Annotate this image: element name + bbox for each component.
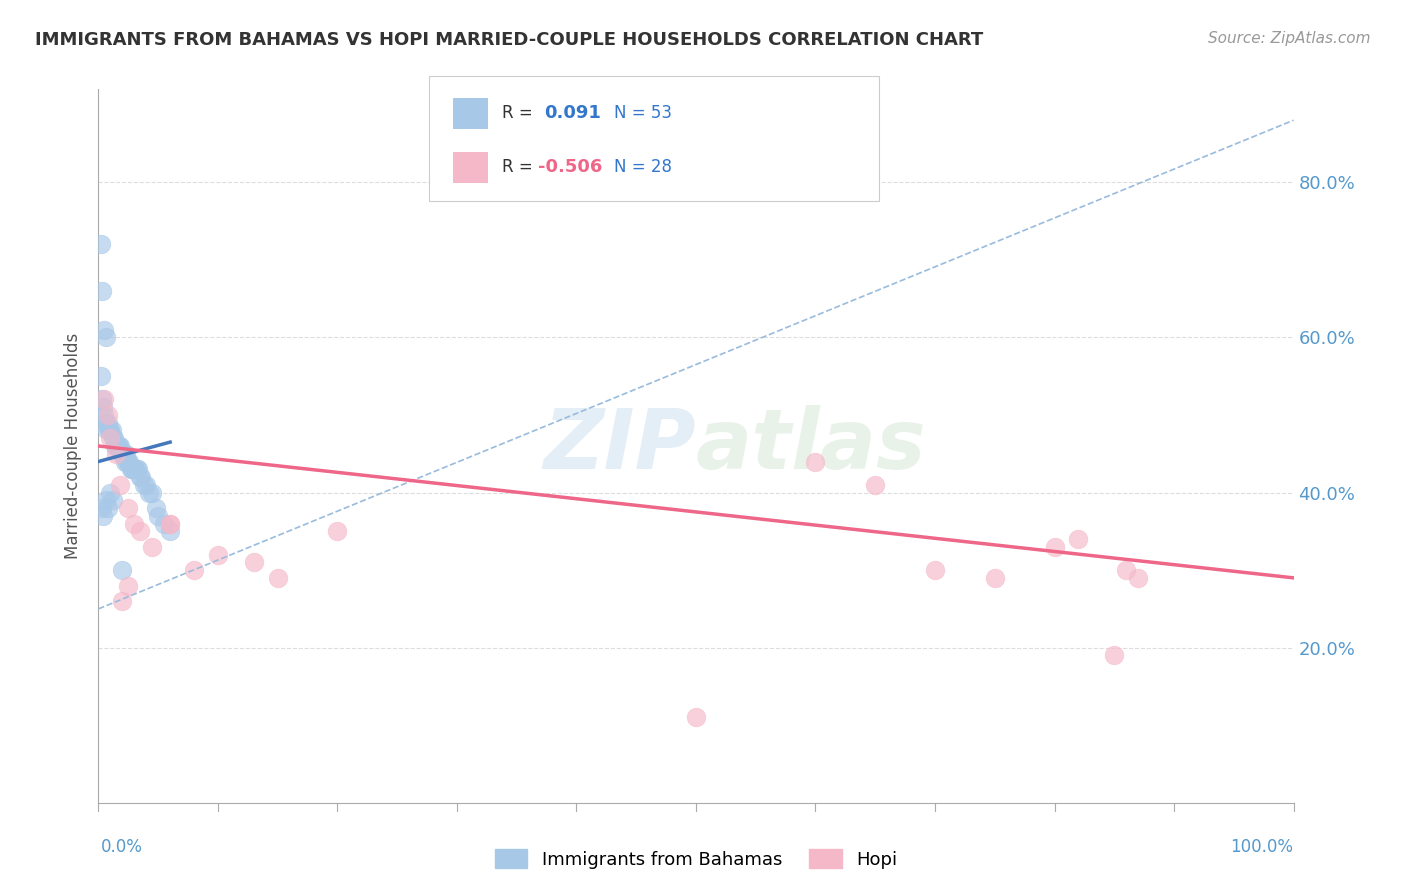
Point	[111, 447, 134, 461]
Point	[1067, 532, 1090, 546]
Point	[110, 447, 132, 461]
Point	[98, 431, 122, 445]
Point	[94, 416, 117, 430]
Text: R =: R =	[502, 158, 533, 177]
Point	[100, 424, 122, 438]
Point	[124, 462, 146, 476]
Point	[122, 462, 145, 476]
Point	[98, 424, 122, 438]
Text: IMMIGRANTS FROM BAHAMAS VS HOPI MARRIED-COUPLE HOUSEHOLDS CORRELATION CHART: IMMIGRANTS FROM BAHAMAS VS HOPI MARRIED-…	[35, 31, 983, 49]
Point	[91, 392, 114, 407]
Point	[105, 439, 128, 453]
Text: N = 28: N = 28	[614, 158, 672, 177]
Point	[111, 594, 134, 608]
Point	[326, 524, 349, 539]
Point	[101, 493, 124, 508]
Text: atlas: atlas	[696, 406, 927, 486]
Point	[103, 431, 125, 445]
Point	[115, 447, 138, 461]
Point	[138, 485, 160, 500]
Point	[114, 454, 136, 468]
Point	[101, 431, 124, 445]
Point	[125, 462, 148, 476]
Text: N = 53: N = 53	[614, 103, 672, 121]
Point	[207, 548, 229, 562]
Point	[129, 470, 152, 484]
Point	[924, 563, 946, 577]
Text: 100.0%: 100.0%	[1230, 838, 1294, 855]
Point	[685, 710, 707, 724]
Point	[124, 462, 146, 476]
Point	[91, 401, 114, 415]
Point	[131, 470, 153, 484]
Point	[107, 439, 129, 453]
Point	[117, 579, 139, 593]
Point	[121, 462, 143, 476]
Text: 0.091: 0.091	[544, 103, 600, 121]
Legend: Immigrants from Bahamas, Hopi: Immigrants from Bahamas, Hopi	[488, 842, 904, 876]
Point	[97, 501, 120, 516]
Point	[117, 501, 139, 516]
Point	[145, 501, 167, 516]
Point	[129, 524, 152, 539]
Point	[91, 284, 114, 298]
Point	[243, 555, 266, 569]
Point	[183, 563, 205, 577]
Point	[108, 439, 131, 453]
Point	[1128, 571, 1150, 585]
Text: -0.506: -0.506	[538, 158, 603, 177]
Point	[135, 477, 157, 491]
Point	[141, 540, 163, 554]
Point	[148, 508, 170, 523]
Point	[91, 508, 114, 523]
Text: 0.0%: 0.0%	[101, 838, 143, 855]
Point	[1043, 540, 1066, 554]
Point	[90, 237, 112, 252]
Text: Source: ZipAtlas.com: Source: ZipAtlas.com	[1208, 31, 1371, 46]
Point	[96, 424, 118, 438]
Point	[104, 439, 127, 453]
Point	[98, 424, 121, 438]
Point	[153, 516, 176, 531]
Point	[141, 485, 163, 500]
Point	[115, 454, 138, 468]
Point	[107, 439, 129, 453]
Point	[93, 392, 115, 407]
Point	[91, 501, 114, 516]
Point	[111, 563, 134, 577]
Point	[804, 454, 827, 468]
Point	[94, 493, 117, 508]
Point	[159, 516, 181, 531]
Point	[984, 571, 1007, 585]
Point	[267, 571, 290, 585]
Point	[94, 330, 117, 344]
Point	[117, 454, 139, 468]
Point	[127, 462, 149, 476]
Point	[865, 477, 887, 491]
Point	[118, 454, 141, 468]
Point	[112, 447, 135, 461]
Text: R =: R =	[502, 103, 533, 121]
Point	[93, 408, 115, 422]
Point	[105, 447, 128, 461]
Point	[93, 323, 115, 337]
Point	[98, 485, 122, 500]
Point	[97, 416, 120, 430]
Point	[90, 369, 112, 384]
Point	[159, 516, 181, 531]
Text: ZIP: ZIP	[543, 406, 696, 486]
Point	[120, 462, 142, 476]
Y-axis label: Married-couple Households: Married-couple Households	[65, 333, 83, 559]
Point	[1115, 563, 1137, 577]
Point	[1104, 648, 1126, 663]
Point	[97, 408, 120, 422]
Point	[124, 516, 146, 531]
Point	[108, 477, 131, 491]
Point	[132, 477, 155, 491]
Point	[159, 524, 181, 539]
